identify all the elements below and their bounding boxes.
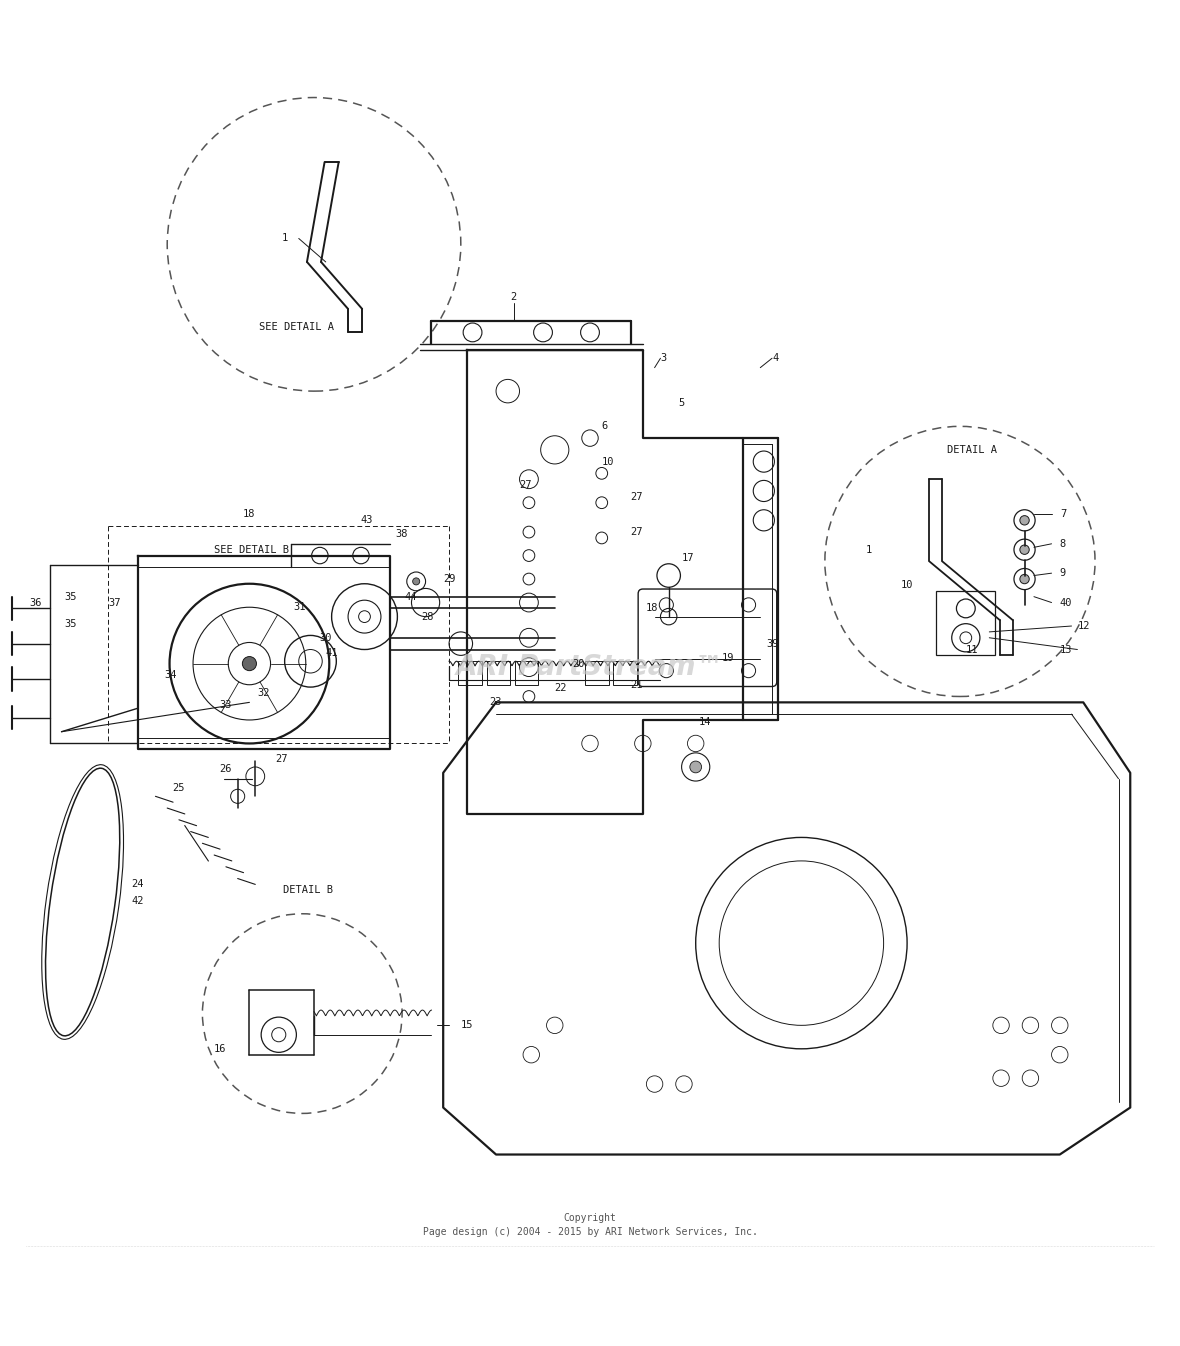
Text: 28: 28: [421, 611, 434, 622]
Text: 27: 27: [519, 481, 531, 490]
Text: 25: 25: [172, 783, 185, 793]
Text: DETAIL A: DETAIL A: [946, 446, 997, 455]
Bar: [486, 661, 510, 685]
Text: 19: 19: [721, 653, 734, 662]
Text: 20: 20: [572, 658, 584, 669]
Text: 42: 42: [131, 896, 144, 906]
Text: 18: 18: [243, 509, 256, 520]
Text: 37: 37: [109, 598, 122, 607]
Text: 23: 23: [490, 697, 502, 708]
Text: 4: 4: [772, 353, 779, 363]
Bar: [514, 661, 538, 685]
Text: DETAIL B: DETAIL B: [283, 886, 333, 895]
Text: 11: 11: [965, 645, 978, 654]
Text: 35: 35: [65, 619, 77, 629]
Text: 16: 16: [214, 1043, 225, 1054]
Text: 43: 43: [361, 516, 373, 525]
Circle shape: [690, 760, 702, 773]
Text: 38: 38: [395, 529, 407, 540]
Text: 32: 32: [257, 688, 270, 699]
Text: 40: 40: [1060, 598, 1073, 607]
Text: 18: 18: [645, 603, 658, 614]
Text: 1: 1: [282, 233, 288, 244]
Text: SEE DETAIL B: SEE DETAIL B: [215, 545, 289, 555]
Text: 7: 7: [1060, 509, 1066, 520]
Bar: [937, 591, 995, 656]
Text: 21: 21: [631, 680, 643, 689]
Text: 22: 22: [555, 684, 566, 693]
Text: 33: 33: [219, 700, 232, 709]
Circle shape: [1020, 545, 1029, 555]
Text: 36: 36: [30, 598, 41, 607]
Text: 14: 14: [699, 717, 712, 727]
Circle shape: [242, 657, 256, 670]
Text: 6: 6: [602, 421, 608, 431]
Text: SEE DETAIL A: SEE DETAIL A: [258, 322, 334, 331]
Text: 44: 44: [405, 592, 418, 602]
Text: 2: 2: [511, 292, 517, 303]
Text: 15: 15: [461, 1020, 473, 1030]
Text: 30: 30: [319, 633, 332, 643]
Text: Copyright
Page design (c) 2004 - 2015 by ARI Network Services, Inc.: Copyright Page design (c) 2004 - 2015 by…: [422, 1213, 758, 1237]
Text: 27: 27: [631, 528, 643, 537]
Text: 26: 26: [219, 765, 231, 774]
Bar: [614, 661, 637, 685]
Text: 41: 41: [324, 647, 337, 658]
Text: 5: 5: [678, 398, 684, 408]
Text: 8: 8: [1060, 538, 1066, 549]
Text: 3: 3: [661, 353, 667, 363]
Bar: [585, 661, 609, 685]
Text: ARI PartStream™: ARI PartStream™: [455, 653, 725, 681]
Text: 10: 10: [602, 456, 615, 467]
Text: 27: 27: [275, 754, 288, 763]
Text: 12: 12: [1077, 621, 1090, 631]
Circle shape: [1020, 575, 1029, 584]
Text: 34: 34: [164, 670, 177, 680]
Text: 1: 1: [866, 545, 872, 555]
Text: 39: 39: [766, 638, 779, 649]
Text: 27: 27: [631, 491, 643, 502]
Text: 31: 31: [294, 602, 306, 612]
Text: 17: 17: [682, 553, 694, 563]
Text: 13: 13: [1060, 645, 1073, 654]
Text: 10: 10: [900, 580, 913, 590]
Text: 29: 29: [442, 573, 455, 584]
Text: 9: 9: [1060, 568, 1066, 579]
Text: 24: 24: [131, 879, 144, 890]
Circle shape: [413, 577, 420, 586]
Bar: [459, 661, 481, 685]
Text: 35: 35: [65, 592, 77, 602]
Circle shape: [1020, 516, 1029, 525]
